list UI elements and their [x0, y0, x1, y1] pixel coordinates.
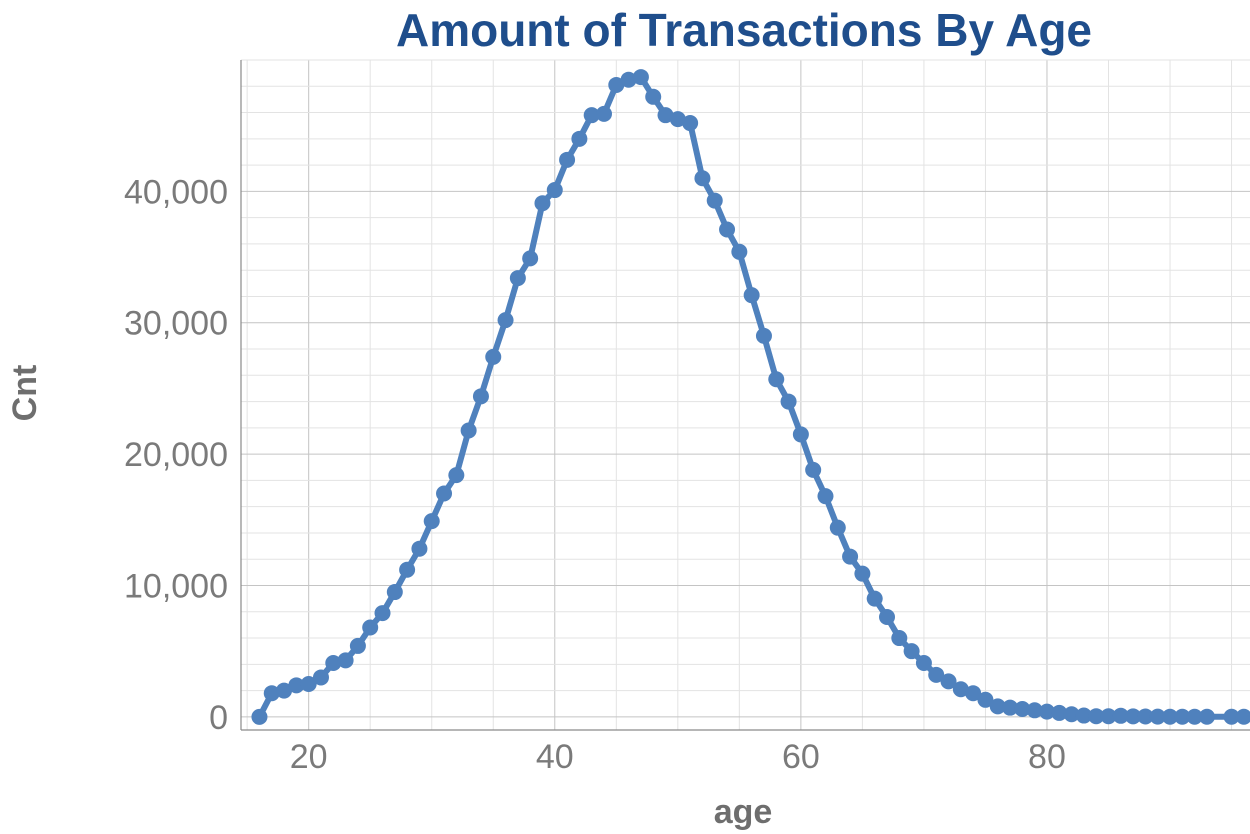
data-point: [374, 605, 391, 622]
data-point: [1063, 706, 1080, 723]
data-point: [1112, 707, 1129, 724]
tick-labels: 20 40 60 80 0 10,000 20,000 30,000 40,000: [124, 173, 1066, 776]
data-point: [879, 609, 896, 626]
data-point: [940, 673, 957, 690]
data-point: [436, 485, 453, 502]
data-point: [448, 467, 465, 484]
data-point: [571, 130, 588, 147]
data-point: [337, 652, 354, 669]
data-point: [399, 561, 416, 578]
y-tick-label: 10,000: [124, 567, 228, 605]
data-point: [349, 637, 366, 654]
data-point: [1038, 703, 1055, 720]
x-tick-label: 40: [536, 738, 574, 776]
data-point: [288, 677, 305, 694]
data-point: [522, 250, 539, 267]
data-point: [497, 312, 514, 329]
data-point: [485, 348, 502, 365]
data-point: [312, 669, 329, 686]
data-point: [755, 327, 772, 344]
data-point: [719, 221, 736, 238]
data-point: [1051, 704, 1068, 721]
data-point: [1137, 708, 1154, 725]
data-point: [1002, 699, 1019, 716]
data-point: [362, 619, 379, 636]
data-point: [891, 630, 908, 647]
data-point: [645, 88, 662, 105]
data-point: [657, 107, 674, 124]
data-point: [472, 388, 489, 405]
data-point: [952, 681, 969, 698]
data-point: [534, 195, 551, 212]
data-point: [915, 655, 932, 671]
data-point: [792, 426, 809, 443]
x-axis-label: age: [714, 793, 773, 831]
y-axis-label: Cnt: [6, 365, 44, 422]
data-point: [620, 71, 637, 88]
data-point: [300, 676, 317, 693]
data-point: [460, 422, 477, 439]
y-tick-label: 0: [209, 699, 228, 737]
chart-title: Amount of Transactions By Age: [396, 4, 1092, 56]
data-point: [1026, 702, 1043, 719]
data-point: [1223, 708, 1240, 725]
data-point: [842, 548, 859, 565]
data-point: [1125, 708, 1142, 725]
data-point: [276, 682, 293, 699]
data-point: [411, 540, 428, 557]
data-point: [1100, 708, 1117, 725]
data-point: [694, 170, 711, 187]
data-point: [989, 698, 1006, 715]
x-tick-label: 60: [782, 738, 820, 776]
y-tick-label: 20,000: [124, 436, 228, 474]
data-points: [251, 69, 1250, 725]
data-point: [1014, 700, 1031, 717]
series-line: [256, 74, 1247, 720]
data-point: [682, 115, 699, 132]
data-point: [768, 371, 785, 388]
data-point: [706, 192, 723, 209]
data-point: [1075, 707, 1092, 724]
data-point: [854, 565, 871, 582]
data-point: [423, 513, 440, 530]
data-point: [965, 685, 982, 702]
data-point: [386, 584, 403, 601]
data-point: [903, 643, 920, 660]
data-point: [559, 151, 576, 168]
data-point: [583, 107, 600, 124]
data-point: [251, 708, 268, 725]
data-point: [632, 69, 649, 86]
data-point: [780, 393, 797, 410]
data-point: [263, 685, 280, 702]
x-tick-label: 20: [290, 738, 328, 776]
data-point: [866, 590, 883, 607]
data-point: [1235, 708, 1250, 725]
data-point: [1162, 708, 1179, 725]
data-point: [743, 287, 760, 304]
data-point: [595, 105, 612, 122]
y-tick-label: 40,000: [124, 173, 228, 211]
data-point: [509, 270, 526, 287]
grid: [241, 59, 1250, 730]
data-point: [1174, 708, 1191, 725]
data-point: [928, 666, 945, 683]
x-tick-label: 80: [1028, 738, 1066, 776]
y-tick-label: 30,000: [124, 305, 228, 343]
data-point: [805, 461, 822, 478]
data-point: [977, 691, 994, 708]
data-point: [1186, 708, 1203, 725]
data-point: [1198, 708, 1215, 725]
data-point: [817, 488, 834, 505]
data-point: [731, 243, 748, 260]
data-point: [829, 519, 846, 536]
data-point: [546, 182, 563, 199]
data-point: [1149, 708, 1166, 725]
data-point: [325, 655, 342, 671]
data-point: [1088, 708, 1105, 725]
data-point: [608, 76, 625, 93]
data-point: [669, 111, 686, 128]
